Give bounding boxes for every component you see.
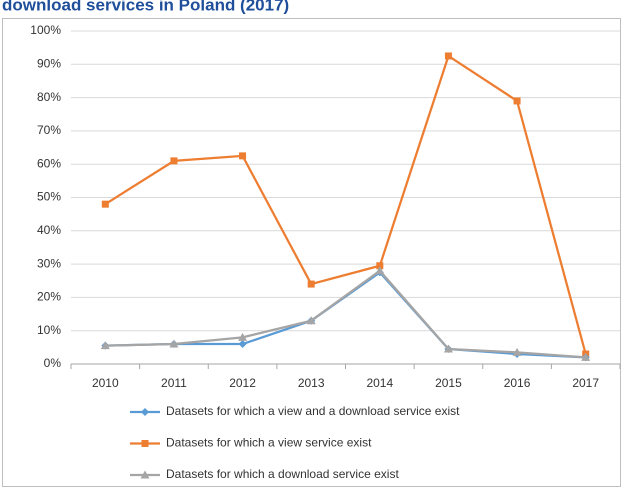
marker (141, 440, 149, 447)
y-tick-label: 10% (37, 323, 61, 337)
marker (375, 266, 385, 275)
x-tick-label: 2013 (298, 376, 325, 390)
marker (306, 316, 316, 325)
marker (513, 97, 521, 105)
marker (140, 470, 150, 479)
legend-label: Datasets for which a download service ex… (166, 467, 399, 481)
marker (307, 280, 315, 288)
marker (376, 262, 384, 270)
legend-label: Datasets for which a view service exist (166, 436, 372, 450)
y-tick-label: 90% (37, 56, 61, 70)
y-tick-label: 60% (37, 156, 61, 170)
series-line (105, 269, 586, 359)
x-tick-label: 2011 (161, 376, 187, 390)
chart-title: download services in Poland (2017) (2, 0, 289, 14)
y-tick-label: 70% (37, 123, 61, 137)
chart-frame (2, 18, 621, 487)
marker (238, 332, 248, 341)
marker (512, 347, 522, 356)
x-tick-label: 2015 (435, 376, 462, 390)
marker (581, 352, 591, 361)
x-tick-label: 2012 (229, 376, 256, 390)
marker (100, 341, 110, 350)
marker (169, 339, 179, 348)
legend-label: Datasets for which a view and a download… (166, 404, 460, 418)
y-tick-label: 50% (37, 190, 61, 204)
marker (141, 408, 149, 416)
marker (443, 344, 453, 353)
x-tick-label: 2017 (572, 376, 599, 390)
y-tick-label: 80% (37, 90, 61, 104)
y-tick-label: 100% (30, 23, 61, 37)
y-tick-label: 20% (37, 290, 61, 304)
x-tick-label: 2010 (92, 376, 119, 390)
y-tick-label: 40% (37, 223, 61, 237)
y-tick-label: 0% (44, 356, 62, 370)
x-tick-label: 2014 (366, 376, 393, 390)
marker (238, 340, 247, 349)
marker (170, 157, 178, 165)
marker (239, 152, 247, 160)
x-tick-label: 2016 (504, 376, 531, 390)
series-line (104, 54, 587, 355)
marker (101, 200, 109, 208)
marker (444, 52, 452, 60)
y-tick-label: 30% (37, 256, 61, 270)
